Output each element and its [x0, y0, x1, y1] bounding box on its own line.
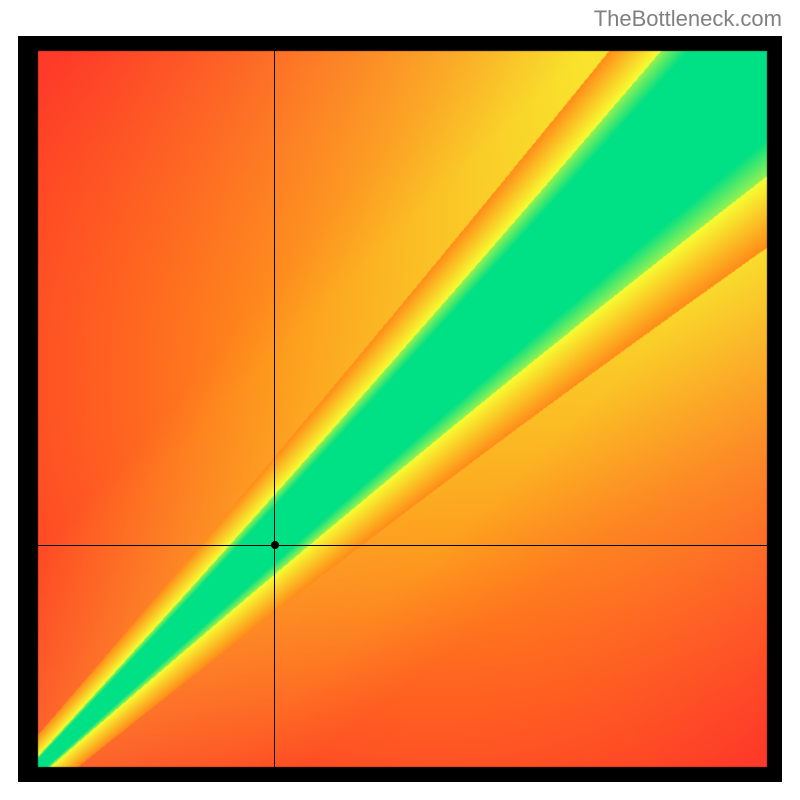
heatmap-canvas: [18, 36, 782, 782]
chart-container: TheBottleneck.com: [0, 0, 800, 800]
marker-point: [271, 541, 279, 549]
plot-area: [18, 36, 782, 782]
watermark-text: TheBottleneck.com: [594, 6, 782, 32]
crosshair-horizontal: [38, 545, 767, 546]
crosshair-vertical: [274, 51, 275, 767]
